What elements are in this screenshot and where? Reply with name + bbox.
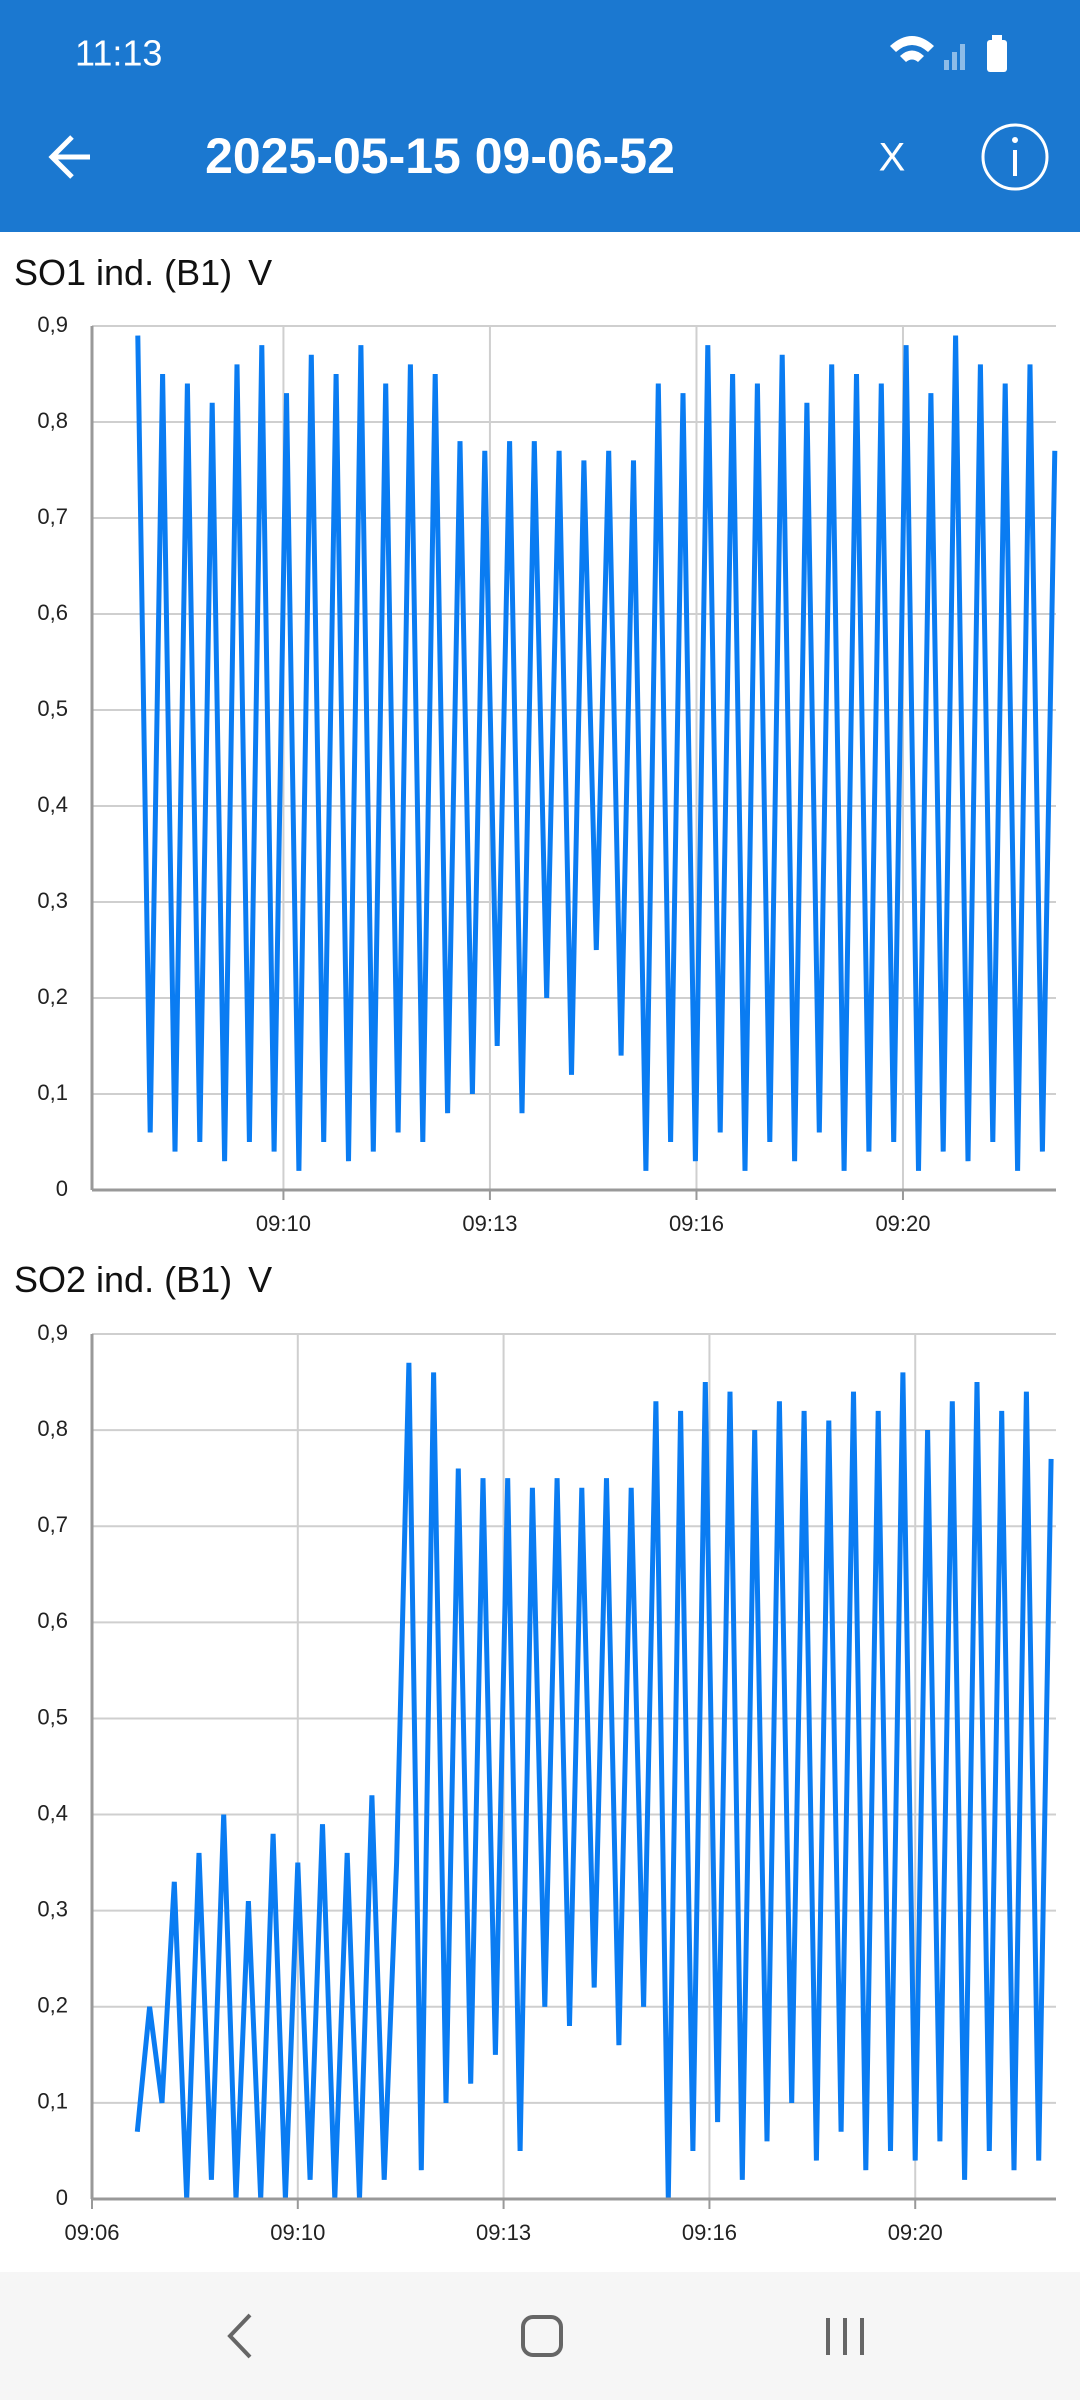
y-tick-label: 0,8 xyxy=(37,1416,68,1441)
y-tick-label: 0,4 xyxy=(37,1800,68,1825)
y-tick-label: 0,6 xyxy=(37,600,68,625)
nav-recents[interactable] xyxy=(826,2318,864,2355)
data-line xyxy=(134,1362,1054,2200)
y-tick-label: 0,1 xyxy=(37,2089,68,2114)
y-tick-label: 0 xyxy=(56,1176,68,1201)
y-tick-label: 0,1 xyxy=(37,1080,68,1105)
status-icons xyxy=(890,35,1007,72)
y-tick-label: 0 xyxy=(56,2185,68,2210)
y-tick-label: 0,9 xyxy=(37,1320,68,1345)
data-line xyxy=(135,335,1058,1171)
y-tick-label: 0,6 xyxy=(37,1608,68,1633)
app-bar xyxy=(0,0,1080,232)
chart-title-text: SO1 ind. (B1) xyxy=(14,252,232,293)
info-circle xyxy=(981,123,1049,191)
info-button[interactable] xyxy=(981,123,1049,191)
chart-title-text: SO2 ind. (B1) xyxy=(14,1259,232,1300)
screen-title: 2025-05-15 09-06-52 xyxy=(205,128,675,184)
nav-bar xyxy=(0,2272,1080,2400)
y-tick-label: 0,2 xyxy=(37,984,68,1009)
y-tick-label: 0,7 xyxy=(37,1512,68,1537)
y-tick-label: 0,3 xyxy=(37,1896,68,1921)
chart-title: SO2 ind. (B1) V xyxy=(14,1259,272,1300)
y-tick-label: 0,2 xyxy=(37,1993,68,2018)
x-tick-label: 09:16 xyxy=(669,1211,724,1236)
y-tick-label: 0,4 xyxy=(37,792,68,817)
x-tick-label: 09:16 xyxy=(682,2220,737,2245)
nav-back[interactable] xyxy=(227,2313,252,2359)
x-tick-label: 09:10 xyxy=(270,2220,325,2245)
x-tick-label: 09:13 xyxy=(462,1211,517,1236)
x-tick-label: 09:13 xyxy=(476,2220,531,2245)
x-tick-label: 09:20 xyxy=(888,2220,943,2245)
x-tick-label: 09:10 xyxy=(256,1211,311,1236)
y-tick-label: 0,7 xyxy=(37,504,68,529)
y-tick-label: 0,5 xyxy=(37,1704,68,1729)
back-button[interactable] xyxy=(48,135,90,179)
chart-unit: V xyxy=(248,252,272,293)
status-time: 11:13 xyxy=(75,33,162,74)
x-tick-label: 09:20 xyxy=(875,1211,930,1236)
nav-home[interactable] xyxy=(521,2315,563,2357)
y-tick-label: 0,9 xyxy=(37,312,68,337)
x-tick-label: 09:06 xyxy=(64,2220,119,2245)
y-tick-label: 0,3 xyxy=(37,888,68,913)
chart-title: SO1 ind. (B1) V xyxy=(14,252,272,293)
chart-unit: V xyxy=(248,1259,272,1300)
y-tick-label: 0,5 xyxy=(37,696,68,721)
info-stem xyxy=(1013,150,1017,176)
close-button[interactable]: X xyxy=(879,136,906,180)
info-dot xyxy=(1012,137,1018,143)
y-tick-label: 0,8 xyxy=(37,408,68,433)
